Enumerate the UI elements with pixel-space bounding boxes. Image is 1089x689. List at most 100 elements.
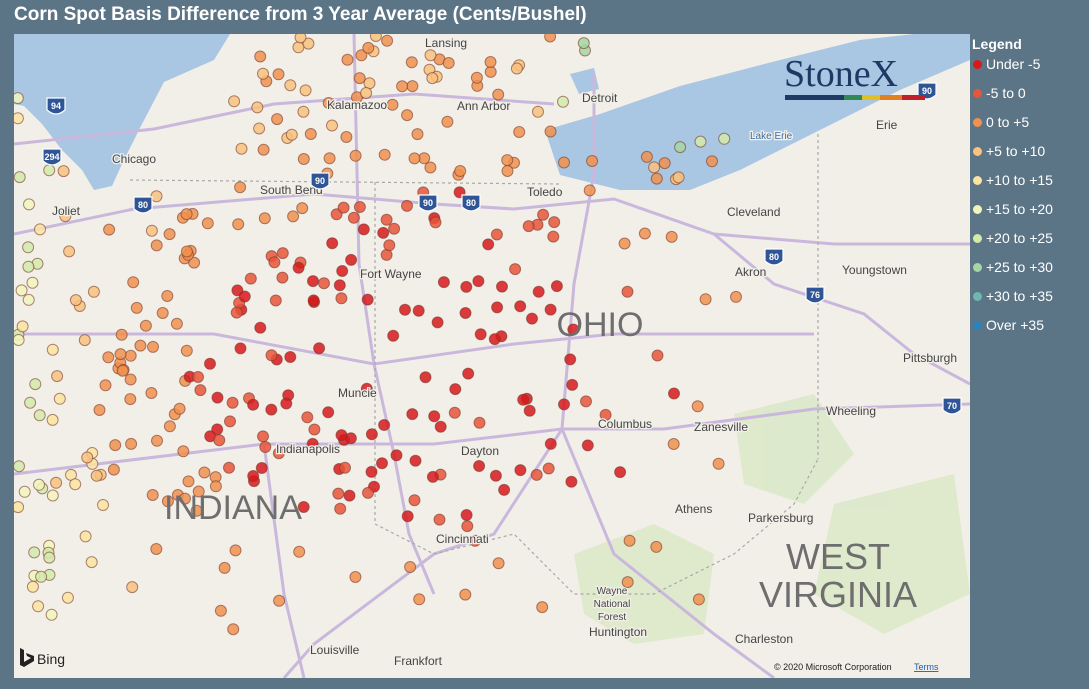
- terms-link[interactable]: Terms: [914, 662, 939, 672]
- basis-point: [412, 304, 425, 317]
- basis-point: [273, 594, 286, 607]
- place-label: Columbus: [598, 417, 652, 431]
- highway-shield: [418, 194, 438, 212]
- basis-point: [526, 312, 538, 325]
- basis-point: [147, 340, 159, 353]
- place-label: Akron: [735, 265, 766, 279]
- basis-point: [694, 135, 707, 148]
- basis-point: [426, 470, 439, 483]
- basis-point: [498, 483, 511, 496]
- basis-point: [46, 343, 59, 356]
- basis-point: [235, 142, 248, 155]
- basis-point: [406, 408, 419, 421]
- state-label: WEST: [786, 536, 890, 577]
- basis-point: [14, 334, 25, 346]
- basis-point: [294, 34, 307, 44]
- basis-point: [544, 437, 557, 450]
- basis-point: [259, 441, 272, 453]
- basis-point: [460, 509, 473, 521]
- basis-point: [57, 165, 70, 178]
- basis-point: [173, 402, 186, 415]
- basis-point: [510, 62, 523, 75]
- basis-point: [513, 126, 526, 138]
- land: [14, 34, 970, 678]
- basis-point: [276, 247, 289, 260]
- basis-point: [258, 212, 271, 225]
- basis-point: [287, 210, 300, 223]
- basis-point: [33, 478, 45, 491]
- basis-point: [46, 489, 59, 502]
- basis-point: [69, 478, 82, 491]
- basis-point: [301, 411, 314, 424]
- basis-point: [544, 125, 557, 138]
- basis-point: [586, 155, 599, 167]
- basis-point: [730, 290, 742, 303]
- basis-point: [102, 351, 115, 364]
- basis-point: [383, 239, 396, 252]
- place-label: Cincinnati: [436, 532, 489, 546]
- basis-point: [297, 105, 310, 118]
- basis-point: [380, 213, 393, 226]
- basis-point: [254, 321, 267, 334]
- basis-point: [459, 588, 472, 601]
- basis-point: [163, 228, 176, 241]
- basis-point: [413, 593, 426, 606]
- basis-point: [307, 275, 319, 288]
- basis-point: [103, 223, 116, 236]
- basis-point: [150, 239, 163, 252]
- highway-number: 90: [423, 198, 433, 208]
- legend-item: 0 to +5: [972, 114, 1053, 143]
- legend-label: +30 to +35: [986, 288, 1053, 304]
- basis-point: [201, 217, 214, 230]
- basis-point: [408, 494, 421, 507]
- legend-label: Under -5: [986, 56, 1041, 72]
- basis-point: [544, 303, 557, 316]
- highway-number: 76: [810, 290, 820, 300]
- logo-bar: [844, 95, 862, 100]
- basis-point: [151, 434, 163, 447]
- legend-label: +15 to +20: [986, 201, 1053, 217]
- basis-point: [81, 451, 94, 464]
- basis-point: [99, 379, 112, 392]
- highway-shield: [42, 148, 62, 166]
- basis-point: [517, 393, 530, 406]
- basis-point: [674, 141, 687, 154]
- basis-point: [532, 105, 544, 118]
- basis-point: [544, 34, 557, 43]
- basis-point: [163, 420, 176, 433]
- basis-point: [341, 53, 354, 66]
- basis-point: [23, 198, 35, 211]
- legend-swatch: [973, 60, 982, 69]
- basis-point: [34, 223, 46, 236]
- basis-point: [489, 469, 502, 482]
- basis-point: [460, 280, 473, 293]
- basis-point: [658, 157, 671, 170]
- basis-point: [114, 348, 127, 361]
- legend-swatch: [973, 118, 982, 127]
- basis-point: [667, 438, 680, 450]
- basis-point: [150, 543, 163, 555]
- basis-point: [204, 357, 216, 370]
- basis-point: [449, 383, 462, 396]
- map[interactable]: Lansing Kalamazoo Ann Arbor Detroit Chicago S…: [14, 34, 970, 678]
- logo-bar: [902, 95, 925, 100]
- basis-point: [522, 220, 535, 233]
- place-label: Frankfort: [394, 654, 443, 668]
- basis-point: [401, 510, 414, 523]
- basis-point: [32, 600, 45, 613]
- basis-point: [378, 148, 391, 161]
- basis-point: [347, 211, 360, 224]
- basis-point: [583, 184, 596, 197]
- place-label: Cleveland: [727, 205, 780, 219]
- place-label: Joliet: [52, 204, 81, 218]
- basis-point: [362, 486, 374, 499]
- place-label: National: [594, 599, 631, 610]
- basis-point: [355, 49, 368, 62]
- basis-point: [514, 464, 527, 477]
- basis-point: [399, 303, 411, 316]
- legend-swatch: [973, 263, 982, 272]
- basis-point: [192, 485, 205, 498]
- basis-point: [211, 391, 224, 404]
- basis-point: [307, 294, 320, 307]
